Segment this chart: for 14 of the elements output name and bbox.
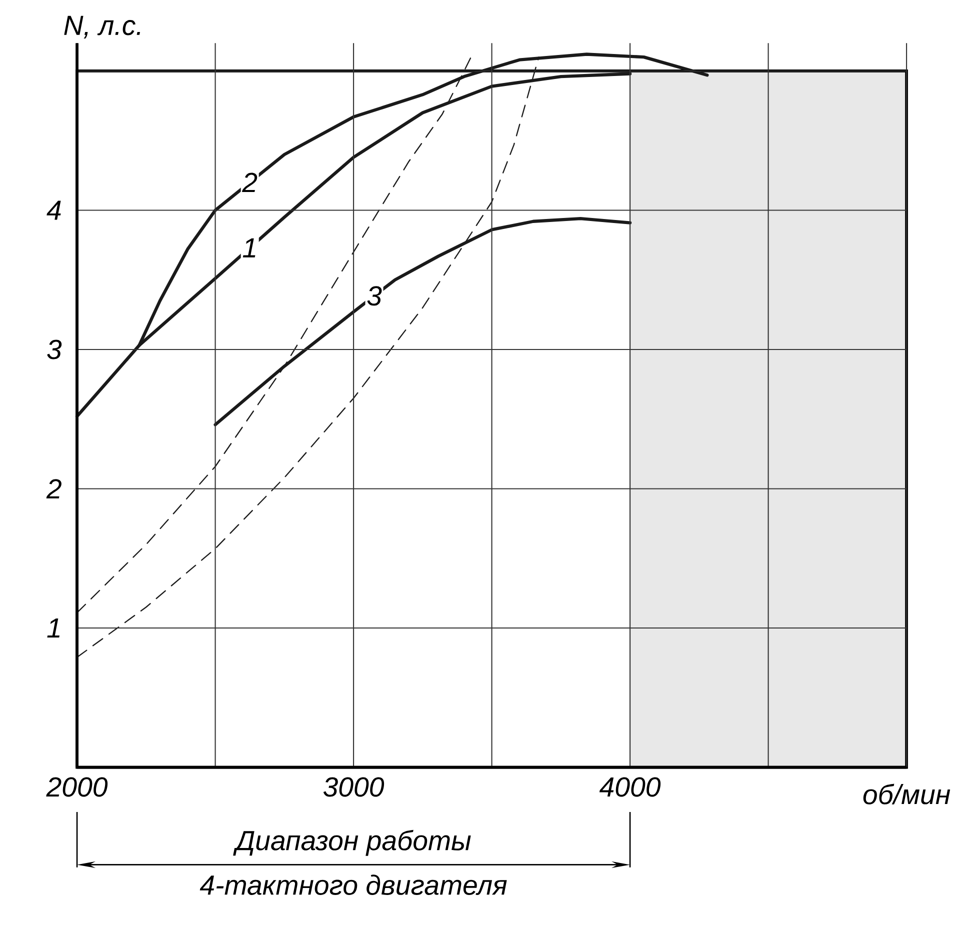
series-label: 1 [242,238,256,258]
y-tick-label: 3 [47,340,62,360]
series-label: 3 [367,286,382,306]
y-tick-label: 4 [46,200,61,220]
x-tick-label: 4000 [599,777,661,797]
y-tick-label: 2 [46,478,62,498]
y-tick-label: 1 [47,618,60,638]
x-tick-label: 2000 [46,777,108,797]
text: 4-тактного двигателя [200,874,507,895]
y-axis-title: N, л.с. [64,16,140,38]
x-tick-label: 3000 [323,777,384,797]
x-axis-title: об/мин [863,784,950,804]
text: Диапазон работы [233,830,471,856]
series-label: 2 [242,172,258,192]
